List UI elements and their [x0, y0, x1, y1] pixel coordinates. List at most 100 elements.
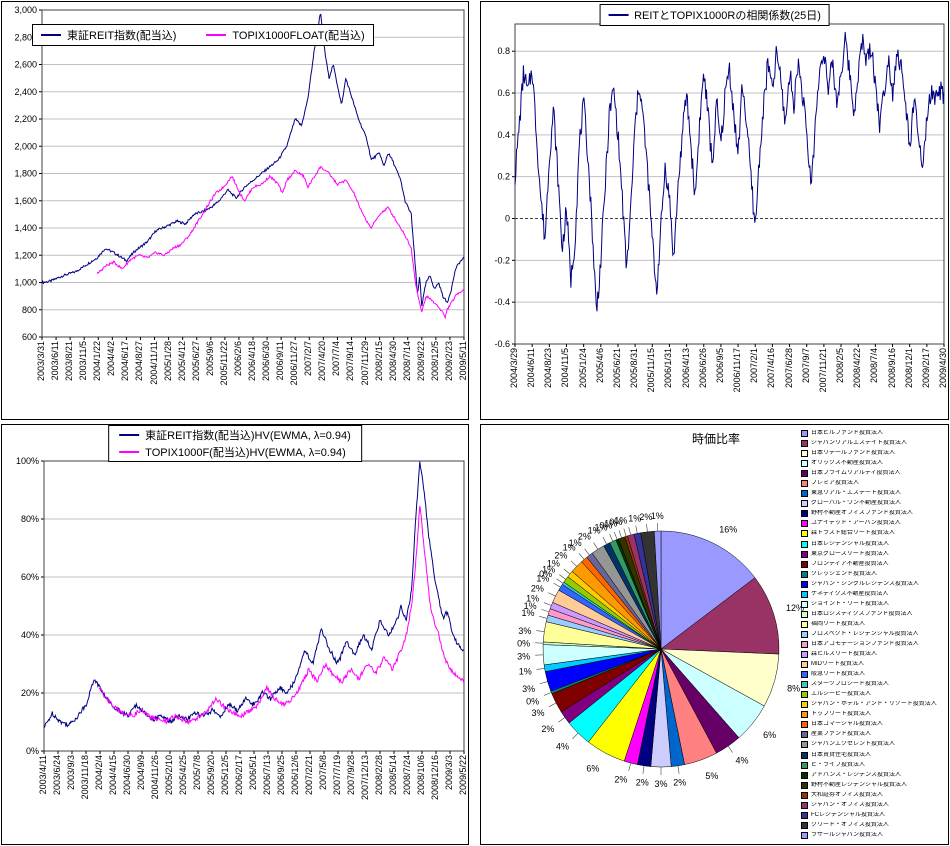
pie-legend-swatch — [801, 440, 808, 448]
x-tick-label: 2005/2/10 — [164, 755, 174, 796]
pie-legend-label: ジャパン・オフィス投資法人 — [811, 801, 889, 808]
series-key-line — [206, 34, 227, 36]
y-tick-label: 0.6 — [497, 88, 510, 98]
pie-legend-label: 森トラスト総合リート投資法人 — [811, 530, 895, 537]
pie-legend-swatch — [801, 771, 808, 779]
x-tick-label: 2004/8/27 — [134, 341, 145, 382]
x-tick-label: 2004/6/11 — [526, 348, 537, 388]
pie-legend-swatch — [801, 500, 808, 508]
pie-legend-label: スターツプロシード投資法人 — [811, 681, 889, 688]
pie-percent-label: 1% — [542, 565, 555, 575]
pie-percent-label: 1% — [526, 594, 539, 604]
x-tick-label: 2004/11/11 — [148, 341, 159, 385]
x-tick-label: 2008/7/24 — [402, 755, 412, 796]
pie-legend-label: クレッシェンド投資法人 — [811, 570, 878, 577]
series-line-0 — [41, 13, 465, 307]
pie-legend-item: ラサールジャパン投資法人 — [801, 831, 945, 839]
x-tick-label: 2004/8/23 — [543, 348, 554, 389]
x-tick-label: 2008/2/5 — [835, 348, 846, 384]
pie-percent-label: 1% — [547, 559, 560, 569]
pie-percent-label: 3% — [654, 779, 667, 789]
pie-percent-label: 1% — [563, 543, 576, 553]
y-tick-label: 1,800 — [14, 169, 37, 179]
legend-item: TOPIX1000FLOAT(配当込) — [206, 27, 365, 43]
pie-legend-label: ラサールジャパン投資法人 — [811, 831, 884, 838]
y-tick-label: 800 — [22, 305, 37, 315]
x-tick-label: 2005/6/21 — [611, 348, 622, 389]
pie-legend-label: 日本アコモデーションファンド投資法人 — [811, 640, 919, 647]
pie-legend-item: 日本賃貸住宅投資法人 — [801, 751, 945, 759]
pie-percent-label: 1% — [651, 511, 664, 521]
pie-leader-line — [539, 681, 548, 685]
x-tick-label: 2009/2/17 — [920, 348, 931, 389]
x-tick-label: 2005/9/20 — [206, 755, 216, 796]
pie-percent-label: 3% — [522, 684, 535, 694]
y-tick-label: 100% — [16, 456, 39, 466]
series-key-line — [608, 14, 629, 16]
pie-leader-line — [584, 548, 590, 556]
pie-legend-item: クレッシェンド投資法人 — [801, 570, 945, 578]
pie-percent-label: 6% — [763, 730, 776, 740]
pie-leader-line — [602, 537, 607, 545]
x-tick-label: 2003/11/18 — [80, 755, 90, 800]
x-tick-label: 2009/5/22 — [458, 755, 468, 796]
pie-legend-swatch — [801, 450, 808, 458]
pie-legend-swatch — [801, 661, 808, 669]
pie-leader-line — [628, 527, 632, 536]
pie-leader-line — [613, 531, 618, 540]
pie-percent-label: 1% — [604, 519, 617, 529]
y-tick-label: 2,200 — [14, 114, 37, 124]
pie-legend-swatch — [801, 671, 808, 679]
x-tick-label: 2008/2/15 — [373, 341, 384, 382]
x-tick-label: 2005/4/6 — [594, 348, 605, 384]
x-tick-label: 2003/8/21 — [64, 341, 75, 382]
x-tick-label: 2008/5/14 — [388, 755, 398, 796]
x-tick-label: 2006/7/13 — [262, 755, 272, 796]
pie-leader-line — [541, 609, 550, 613]
pie-percent-label: 0% — [599, 520, 612, 530]
x-tick-label: 2003/3/31 — [36, 341, 46, 382]
x-tick-label: 2007/9/7 — [800, 348, 811, 384]
pie-legend-swatch — [801, 630, 808, 638]
pie-percent-label: 1% — [536, 574, 549, 584]
pie-legend-swatch — [801, 721, 808, 729]
y-tick-label: 2,600 — [14, 60, 37, 70]
pie-percent-label: 0% — [539, 569, 552, 579]
pie-legend-item: 阪急リート投資法人 — [801, 671, 945, 679]
legend-label: TOPIX1000F(配当込)HV(EWMA, λ=0.94) — [145, 447, 346, 459]
pie-legend-item: 日本プライムリアルティ投資法人 — [801, 470, 945, 478]
pie-percent-label: 2% — [673, 778, 686, 788]
pie-leader-line — [593, 542, 599, 550]
pie-chart-title: 時価比率 — [691, 432, 740, 446]
pie-legend-item: ジョイント・リート投資法人 — [801, 600, 945, 608]
pie-legend-item: 東京グロースリート投資法人 — [801, 550, 945, 558]
pie-leader-line — [543, 602, 552, 606]
x-tick-label: 2005/12/5 — [220, 755, 230, 796]
x-tick-label: 2008/9/16 — [886, 348, 897, 389]
x-tick-label: 2008/9/22 — [415, 341, 426, 382]
pie-legend-swatch — [801, 430, 808, 437]
x-tick-label: 2007/12/13 — [360, 755, 370, 801]
pie-percent-label: 1% — [519, 666, 532, 676]
pie-legend-label: グローバル・ワン不動産投資法人 — [811, 500, 901, 507]
y-tick-label: 1,400 — [14, 223, 37, 233]
x-tick-label: 2007/4/16 — [766, 348, 777, 389]
pie-legend-swatch — [801, 651, 808, 659]
pie-legend-label: 日本レジデンシャル投資法人 — [811, 540, 890, 547]
y-tick-label: 0.8 — [497, 46, 510, 56]
pie-legend-item: 野村不動産レジデンシャル投資法人 — [801, 781, 945, 789]
pie-legend-swatch — [801, 530, 808, 538]
x-tick-label: 2008/7/4 — [869, 348, 880, 384]
y-tick-label: 1,200 — [14, 250, 37, 260]
pie-percent-label: 4% — [556, 741, 569, 751]
pie-legend-item: ジャパン・オフィス投資法人 — [801, 801, 945, 809]
y-tick-label: 0 — [505, 214, 510, 224]
pie-legend-swatch — [801, 490, 808, 498]
pie-leader-line — [623, 528, 627, 537]
series-key-line — [119, 451, 140, 453]
x-tick-label: 2008/12/1 — [903, 348, 914, 389]
pie-legend-label: 野村不動産オフィスファンド投資法人 — [811, 510, 913, 517]
x-tick-label: 2006/11/27 — [289, 341, 300, 386]
x-tick-label: 2008/4/30 — [387, 341, 398, 382]
series-line-1 — [96, 166, 465, 320]
